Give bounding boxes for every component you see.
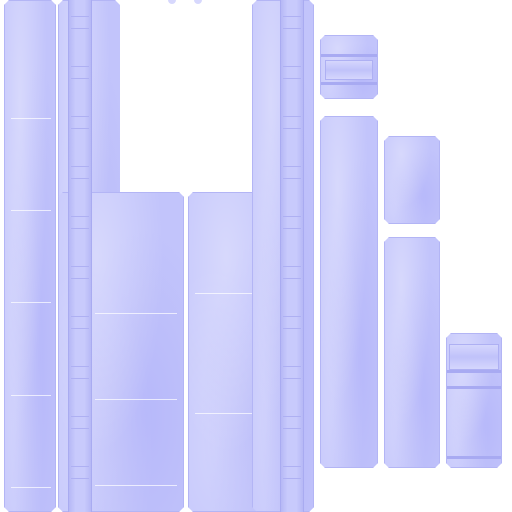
texture-panel-column-a bbox=[320, 116, 378, 468]
texture-cap-tall bbox=[446, 333, 502, 468]
texture-panel-left-column bbox=[4, 0, 56, 512]
panel-seam bbox=[11, 210, 51, 211]
panel-seam bbox=[11, 487, 51, 488]
mid-sheet-rail bbox=[280, 0, 304, 512]
left-sheet-rail bbox=[68, 0, 92, 512]
panel-seam bbox=[95, 485, 177, 486]
panel-seam bbox=[11, 395, 51, 396]
panel-seam bbox=[195, 293, 277, 294]
panel-seam bbox=[95, 399, 177, 400]
panel-seam bbox=[11, 302, 51, 303]
texture-cap-small bbox=[320, 35, 378, 99]
panel-seam bbox=[195, 413, 277, 414]
top-notch-right bbox=[194, 0, 202, 4]
texture-panel-short bbox=[384, 136, 440, 224]
panel-seam bbox=[11, 118, 51, 119]
top-notch-left bbox=[168, 0, 176, 4]
panel-seam bbox=[95, 313, 177, 314]
texture-panel-column-b bbox=[384, 237, 440, 468]
